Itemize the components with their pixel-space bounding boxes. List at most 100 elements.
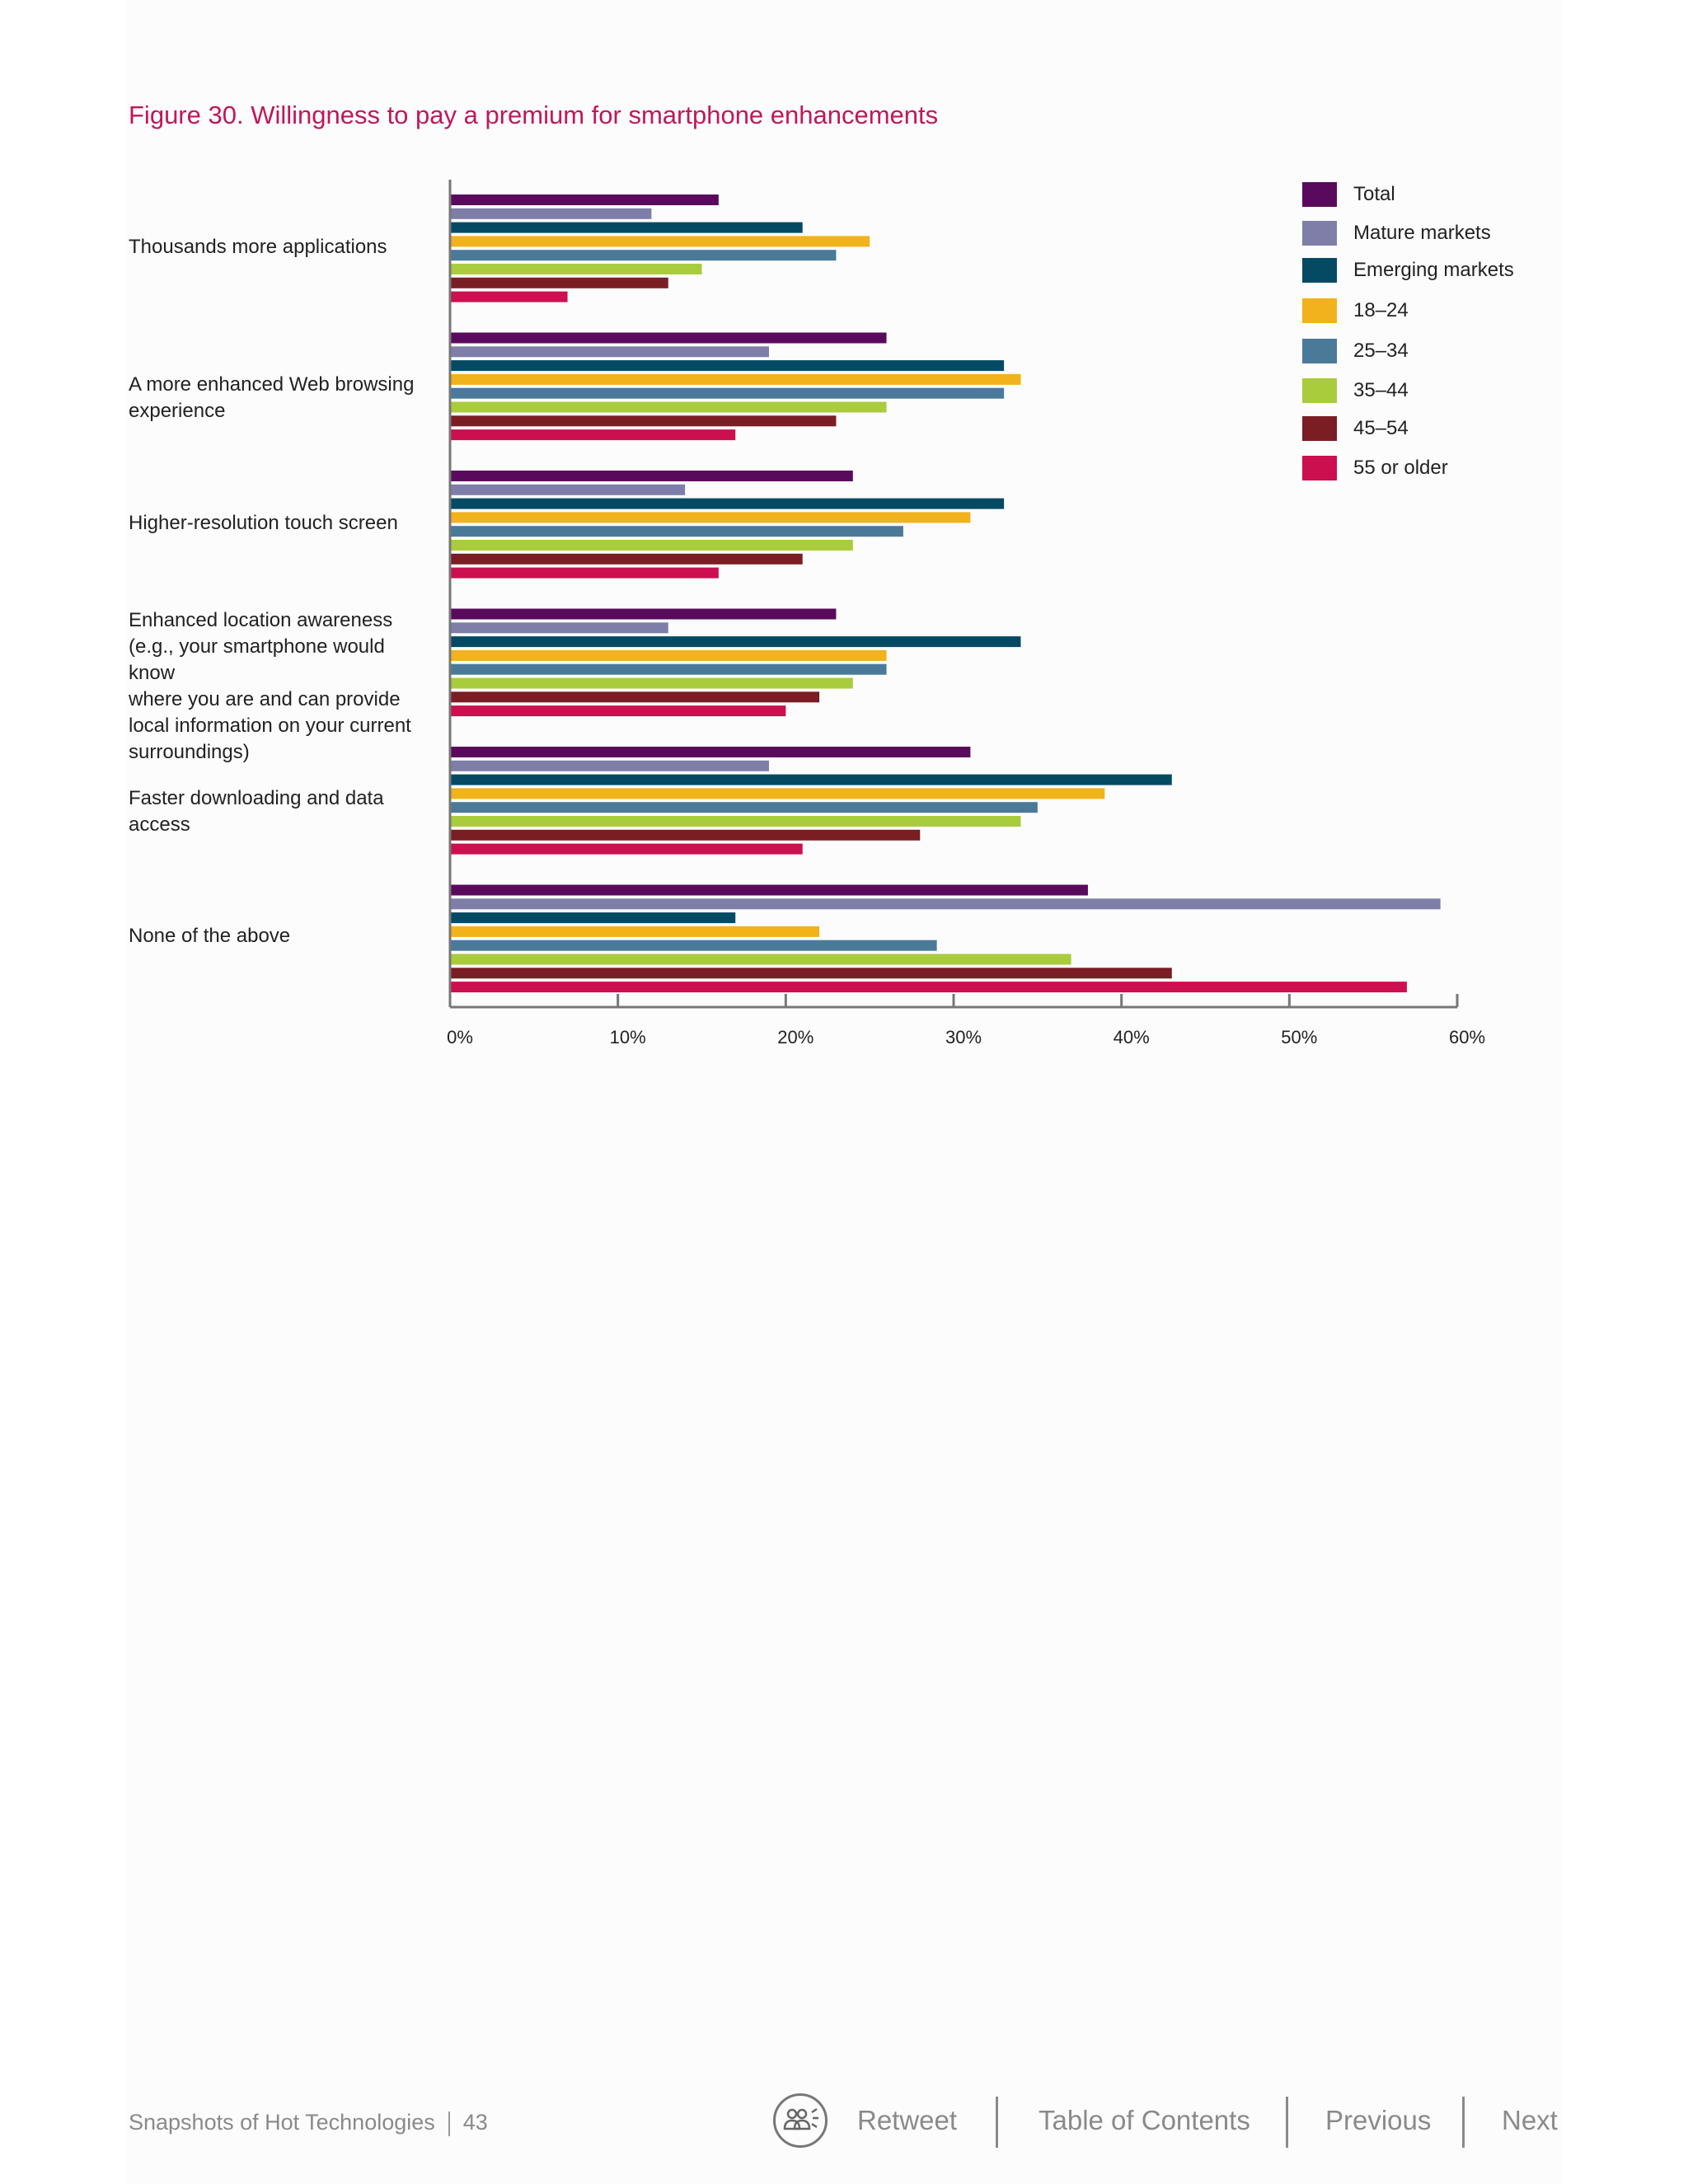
bar (451, 264, 702, 274)
bar (451, 829, 921, 841)
x-tick-label: 30% (945, 1027, 982, 1047)
legend-item: 35–44 (1302, 376, 1409, 405)
bar (451, 332, 887, 344)
legend-item: Mature markets (1302, 218, 1491, 248)
bar (451, 968, 1172, 979)
bar (451, 512, 971, 523)
legend-item: 55 or older (1302, 453, 1448, 483)
retweet-link[interactable]: Retweet (857, 2105, 958, 2135)
bar (451, 222, 803, 233)
bar (451, 471, 853, 481)
footer-doc-info: Snapshots of Hot Technologies 43 (129, 2110, 488, 2136)
legend-swatch (1302, 182, 1337, 207)
bar (451, 415, 837, 427)
figure-title: Figure 30. Willingness to pay a premium … (129, 101, 939, 129)
bar (451, 208, 652, 219)
bar (451, 498, 1005, 509)
legend-item: 45–54 (1302, 414, 1409, 443)
legend-item: Total (1302, 180, 1395, 209)
bar (451, 277, 668, 288)
footer-divider (448, 2111, 450, 2136)
legend-label: 55 or older (1353, 457, 1448, 479)
nav-divider (1286, 2097, 1288, 2148)
page-footer: Snapshots of Hot Technologies 43 Retweet … (0, 2093, 1688, 2151)
bar (451, 526, 903, 537)
bar (451, 250, 837, 261)
bar (451, 346, 769, 358)
bar (451, 401, 887, 413)
bar (451, 884, 1088, 896)
bar (451, 816, 1021, 827)
category-label: Higher-resolution touch screen (129, 512, 398, 534)
legend-swatch (1302, 456, 1337, 480)
people-icon (783, 2107, 818, 2130)
legend-label: 18–24 (1353, 299, 1409, 321)
category-label: A more enhanced Web browsing experience (129, 373, 415, 422)
bar (451, 484, 686, 495)
legend-item: Emerging markets (1302, 255, 1514, 285)
x-tick-label: 0% (447, 1027, 473, 1047)
bar (451, 747, 971, 757)
table-of-contents-link[interactable]: Table of Contents (1039, 2105, 1250, 2135)
bar (451, 760, 769, 771)
nav-divider (1462, 2097, 1465, 2148)
x-tick-label: 40% (1114, 1027, 1150, 1047)
legend-swatch (1302, 416, 1337, 441)
bar (451, 553, 803, 565)
bar (451, 540, 853, 551)
legend-label: 35–44 (1353, 379, 1409, 401)
x-tick-label: 60% (1449, 1027, 1485, 1047)
bar (451, 663, 887, 675)
bar (451, 373, 1021, 385)
category-label: Faster downloading and data access (129, 787, 384, 836)
footer-doc-title: Snapshots of Hot Technologies (129, 2110, 435, 2135)
legend-swatch (1302, 221, 1337, 246)
bar (451, 360, 1005, 372)
bar (451, 636, 1021, 648)
next-link[interactable]: Next (1502, 2105, 1558, 2135)
bar (451, 912, 736, 924)
legend-label: Total (1353, 183, 1395, 205)
footer-page-number: 43 (462, 2110, 488, 2135)
bar (451, 982, 1407, 993)
legend-swatch (1302, 298, 1337, 323)
x-tick-label: 10% (610, 1027, 646, 1047)
legend-label: 25–34 (1353, 340, 1409, 362)
bar (451, 194, 719, 205)
bar (451, 649, 887, 661)
bar (451, 898, 1441, 910)
x-tick-label: 20% (777, 1027, 814, 1047)
bar (451, 608, 837, 620)
legend-swatch (1302, 339, 1337, 363)
bar (451, 802, 1038, 813)
bar (451, 387, 1005, 399)
legend-label: Emerging markets (1353, 259, 1514, 281)
bar (451, 843, 803, 855)
bar (451, 291, 568, 302)
category-label: Enhanced location awareness (e.g., your … (129, 609, 411, 763)
legend-item: 25–34 (1302, 336, 1409, 366)
bar (451, 788, 1105, 799)
legend-label: Mature markets (1353, 222, 1491, 244)
bar (451, 567, 719, 579)
retweet-icon[interactable] (773, 2093, 828, 2148)
legend-swatch (1302, 378, 1337, 403)
bar-chart: 0% 10% 20% 30% 40% 50% 60% (447, 180, 1485, 1047)
bar (451, 940, 937, 951)
previous-link[interactable]: Previous (1325, 2105, 1432, 2135)
legend-item: 18–24 (1302, 296, 1409, 326)
bar (451, 691, 820, 703)
bar (451, 954, 1071, 965)
legend-swatch (1302, 258, 1337, 283)
bar (451, 622, 668, 634)
category-label: Thousands more applications (129, 236, 387, 258)
bar (451, 236, 870, 247)
bar (451, 774, 1172, 785)
bar (451, 926, 820, 937)
nav-divider (996, 2097, 998, 2148)
legend-label: 45–54 (1353, 417, 1409, 439)
bar (451, 677, 853, 689)
category-label: None of the above (129, 925, 291, 947)
bar (451, 429, 736, 441)
x-tick-label: 50% (1281, 1027, 1317, 1047)
